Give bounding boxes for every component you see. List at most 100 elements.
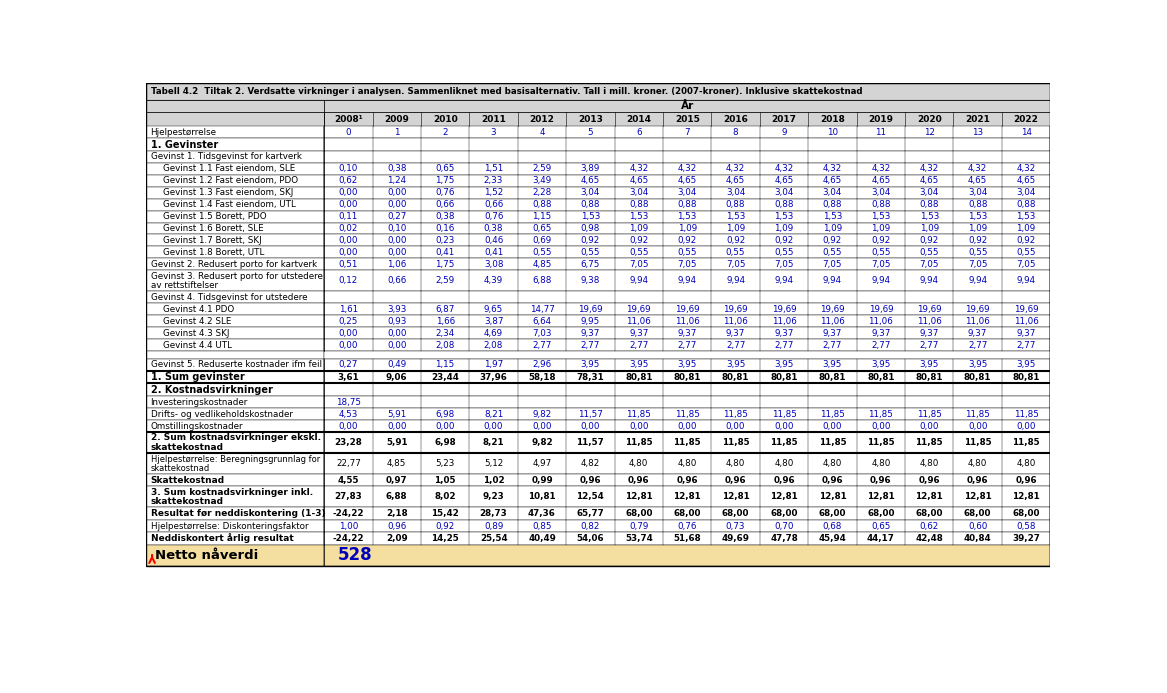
Bar — [146, 234, 324, 247]
Text: 11,85: 11,85 — [673, 438, 701, 447]
Text: 3,95: 3,95 — [823, 360, 843, 369]
Text: 1,53: 1,53 — [920, 212, 939, 221]
Text: 2009: 2009 — [384, 114, 410, 123]
Text: Gevinst 4.1 PDO: Gevinst 4.1 PDO — [163, 305, 235, 314]
Text: 0,76: 0,76 — [678, 522, 697, 531]
Bar — [324, 520, 1050, 532]
Text: 1,75: 1,75 — [435, 176, 455, 185]
Text: 0,62: 0,62 — [338, 176, 358, 185]
Text: 1,53: 1,53 — [823, 212, 843, 221]
Bar — [146, 175, 324, 186]
Text: 3,95: 3,95 — [1016, 360, 1036, 369]
Text: Resultat før neddiskontering (1-3): Resultat før neddiskontering (1-3) — [151, 509, 326, 518]
Bar — [324, 151, 1050, 163]
Text: 22,77: 22,77 — [336, 459, 361, 468]
Text: 80,81: 80,81 — [916, 373, 943, 382]
Bar — [146, 315, 324, 327]
Text: 4,65: 4,65 — [629, 176, 649, 185]
Text: 2,96: 2,96 — [532, 360, 552, 369]
Text: 19,69: 19,69 — [724, 305, 748, 314]
Text: 0,00: 0,00 — [338, 421, 358, 430]
Text: 19,69: 19,69 — [965, 305, 990, 314]
Text: 0,55: 0,55 — [920, 248, 939, 257]
Text: 80,81: 80,81 — [722, 373, 749, 382]
Text: 2016: 2016 — [724, 114, 748, 123]
Text: 80,81: 80,81 — [819, 373, 846, 382]
Text: 4,80: 4,80 — [726, 459, 746, 468]
Text: 3,93: 3,93 — [387, 305, 406, 314]
Text: 1,09: 1,09 — [1016, 224, 1036, 233]
Text: 68,00: 68,00 — [819, 509, 846, 518]
Text: 2,59: 2,59 — [435, 277, 455, 286]
Text: 4,32: 4,32 — [920, 164, 939, 173]
Text: 12,81: 12,81 — [721, 492, 749, 501]
Text: 2017: 2017 — [771, 114, 797, 123]
Text: 0,88: 0,88 — [920, 200, 939, 209]
Text: 7,05: 7,05 — [774, 260, 794, 269]
Text: 5,12: 5,12 — [484, 459, 503, 468]
Text: 11,85: 11,85 — [724, 410, 748, 419]
Text: 0,00: 0,00 — [338, 200, 358, 209]
Text: 2,09: 2,09 — [386, 534, 407, 543]
Text: 0,00: 0,00 — [774, 421, 794, 430]
Text: 4,32: 4,32 — [678, 164, 697, 173]
Bar — [324, 247, 1050, 258]
Text: 68,00: 68,00 — [867, 509, 895, 518]
Text: Gevinst 1.6 Borett, SLE: Gevinst 1.6 Borett, SLE — [163, 224, 264, 233]
Text: 0,88: 0,88 — [726, 200, 746, 209]
Text: 19,69: 19,69 — [578, 305, 602, 314]
Bar — [324, 432, 1050, 453]
Text: Gevinst 1.4 Fast eiendom, UTL: Gevinst 1.4 Fast eiendom, UTL — [163, 200, 295, 209]
Text: 0,96: 0,96 — [677, 476, 698, 485]
Text: 8,21: 8,21 — [484, 410, 503, 419]
Text: 4,65: 4,65 — [969, 176, 987, 185]
Text: Gevinst 1.5 Borett, PDO: Gevinst 1.5 Borett, PDO — [163, 212, 266, 221]
Text: 11,85: 11,85 — [770, 438, 798, 447]
Text: 12,54: 12,54 — [576, 492, 605, 501]
Text: 9,37: 9,37 — [967, 328, 987, 337]
Text: 0,76: 0,76 — [484, 212, 503, 221]
Text: 8: 8 — [733, 128, 739, 137]
Text: 18,75: 18,75 — [336, 398, 361, 407]
Text: 2. Sum kostnadsvirkninger ekskl.: 2. Sum kostnadsvirkninger ekskl. — [151, 433, 321, 442]
Text: 0,66: 0,66 — [484, 200, 503, 209]
Text: 12,81: 12,81 — [867, 492, 895, 501]
Text: 9,94: 9,94 — [920, 277, 938, 286]
Text: 4,82: 4,82 — [581, 459, 600, 468]
Text: 80,81: 80,81 — [626, 373, 652, 382]
Text: Gevinst 2. Redusert porto for kartverk: Gevinst 2. Redusert porto for kartverk — [151, 260, 316, 269]
Bar — [146, 408, 324, 420]
Bar — [146, 339, 324, 351]
Bar — [146, 186, 324, 199]
Text: År: År — [680, 101, 694, 111]
Text: 9,94: 9,94 — [678, 277, 697, 286]
Text: 3,95: 3,95 — [775, 360, 794, 369]
Text: 0,00: 0,00 — [387, 341, 406, 350]
Text: 0,00: 0,00 — [629, 421, 649, 430]
Text: 12,81: 12,81 — [964, 492, 992, 501]
Text: 47,78: 47,78 — [770, 534, 798, 543]
Text: 4,65: 4,65 — [823, 176, 843, 185]
Text: 1. Sum gevinster: 1. Sum gevinster — [151, 372, 244, 382]
Text: 0,55: 0,55 — [726, 248, 746, 257]
Bar — [324, 199, 1050, 211]
Text: 11,06: 11,06 — [771, 317, 796, 326]
Bar — [324, 383, 1050, 396]
Text: 4,32: 4,32 — [775, 164, 794, 173]
Text: 68,00: 68,00 — [626, 509, 652, 518]
Text: 3,95: 3,95 — [629, 360, 649, 369]
Text: 9,65: 9,65 — [484, 305, 503, 314]
Bar — [324, 359, 1050, 371]
Text: Gevinst 1.1 Fast eiendom, SLE: Gevinst 1.1 Fast eiendom, SLE — [163, 164, 295, 173]
Text: 80,81: 80,81 — [867, 373, 895, 382]
Text: 0,89: 0,89 — [484, 522, 503, 531]
Text: 3,49: 3,49 — [532, 176, 552, 185]
Text: 11,85: 11,85 — [818, 438, 846, 447]
Text: 2,77: 2,77 — [920, 341, 939, 350]
Text: 68,00: 68,00 — [770, 509, 798, 518]
Text: 2,33: 2,33 — [484, 176, 503, 185]
Text: 1,09: 1,09 — [629, 224, 649, 233]
Bar — [146, 247, 324, 258]
Text: 19,69: 19,69 — [917, 305, 942, 314]
Bar — [324, 270, 1050, 292]
